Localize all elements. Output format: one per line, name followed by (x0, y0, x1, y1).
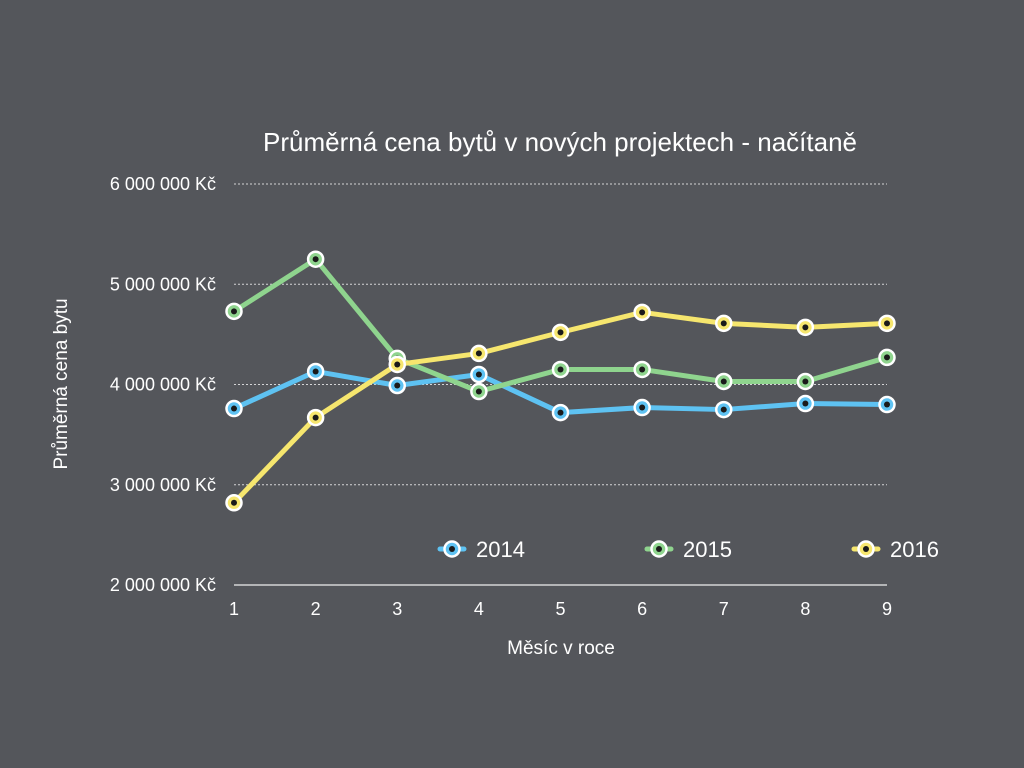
y-tick-label: 4 000 000 Kč (110, 375, 216, 395)
data-point-center (802, 324, 809, 331)
data-point-center (639, 366, 646, 373)
data-point-center (475, 388, 482, 395)
y-axis-ticks: 2 000 000 Kč 3 000 000 Kč 4 000 000 Kč 5 00… (110, 174, 216, 595)
x-tick-label: 8 (800, 599, 810, 619)
legend: 2014 2015 2016 (437, 537, 939, 562)
x-tick-label: 1 (229, 599, 239, 619)
legend-label: 2016 (890, 537, 939, 562)
legend-item-2014: 2014 (437, 537, 525, 562)
data-point-center (557, 366, 564, 373)
gridlines (234, 183, 887, 586)
chart-title: Průměrná cena bytů v nových projektech -… (263, 127, 857, 157)
data-point-center (312, 414, 319, 421)
legend-marker-center (863, 546, 869, 552)
series-group (225, 250, 896, 512)
data-point-center (557, 409, 564, 416)
data-point-center (639, 309, 646, 316)
legend-marker-center (449, 546, 455, 552)
data-point-center (231, 405, 237, 412)
legend-item-2016: 2016 (851, 537, 939, 562)
y-tick-label: 2 000 000 Kč (110, 575, 216, 595)
x-tick-label: 6 (637, 599, 647, 619)
data-point-center (475, 350, 482, 357)
x-tick-label: 2 (311, 599, 321, 619)
x-tick-label: 9 (882, 599, 892, 619)
legend-item-2015: 2015 (644, 537, 732, 562)
data-point-center (720, 378, 727, 385)
x-tick-label: 5 (555, 599, 565, 619)
data-point-center (720, 320, 727, 327)
data-point-center (884, 320, 890, 327)
data-point-center (884, 401, 890, 408)
x-axis-label: Měsíc v roce (507, 638, 615, 659)
data-point-center (557, 329, 564, 336)
data-point-center (394, 382, 401, 389)
y-tick-label: 5 000 000 Kč (110, 274, 216, 294)
data-point-center (312, 256, 319, 263)
x-tick-label: 7 (719, 599, 729, 619)
legend-marker-center (656, 546, 662, 552)
series-2014 (225, 362, 896, 422)
x-tick-label: 3 (392, 599, 402, 619)
x-tick-label: 4 (474, 599, 484, 619)
legend-label: 2014 (476, 537, 525, 562)
series-2016 (225, 303, 896, 512)
data-point-center (639, 404, 646, 411)
data-point-center (312, 368, 319, 375)
data-point-center (475, 371, 482, 378)
y-tick-label: 6 000 000 Kč (110, 174, 216, 194)
legend-label: 2015 (683, 537, 732, 562)
x-axis-ticks: 1 2 3 4 5 6 7 8 9 (229, 599, 892, 619)
data-point-center (720, 406, 727, 413)
y-axis-label: Průměrná cena bytu (51, 298, 72, 469)
data-point-center (394, 361, 401, 368)
data-point-center (802, 378, 809, 385)
data-point-center (231, 308, 237, 315)
data-point-center (802, 400, 809, 407)
data-point-center (231, 499, 237, 506)
y-tick-label: 3 000 000 Kč (110, 475, 216, 495)
data-point-center (884, 354, 890, 361)
